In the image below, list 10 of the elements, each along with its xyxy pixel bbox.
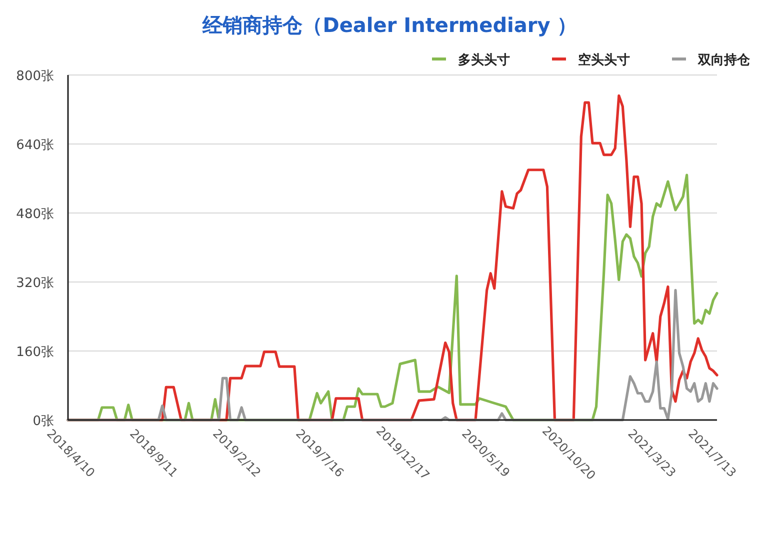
y-tick-label: 800张 [16, 69, 54, 84]
y-tick-label: 640张 [16, 138, 54, 153]
chart-title: 经销商持仓（Dealer Intermediary ） [202, 13, 578, 37]
y-tick-label: 320张 [16, 276, 54, 291]
legend-label: 多头头寸 [458, 53, 510, 68]
y-tick-label: 160张 [16, 345, 54, 360]
y-tick-label: 0张 [32, 414, 54, 429]
legend-label: 空头头寸 [578, 52, 630, 68]
y-tick-label: 480张 [16, 207, 54, 222]
legend-label: 双向持仓 [697, 53, 751, 68]
